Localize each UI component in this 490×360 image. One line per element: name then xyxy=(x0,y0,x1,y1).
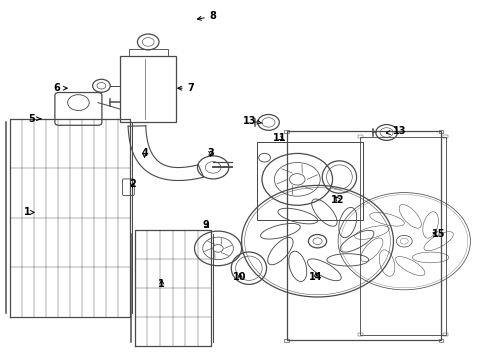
Text: 1: 1 xyxy=(24,207,34,217)
Bar xyxy=(284,339,289,342)
Text: 6: 6 xyxy=(53,83,67,93)
Bar xyxy=(257,142,363,220)
Text: 12: 12 xyxy=(331,195,345,205)
Text: 9: 9 xyxy=(202,220,209,230)
Text: 13: 13 xyxy=(386,126,406,136)
Bar xyxy=(128,49,168,56)
Text: 7: 7 xyxy=(178,83,195,93)
Bar xyxy=(120,56,176,122)
Bar xyxy=(443,135,448,138)
Bar xyxy=(443,333,448,336)
Bar xyxy=(358,135,363,138)
Text: 10: 10 xyxy=(233,272,247,282)
Bar xyxy=(439,130,443,133)
Bar xyxy=(439,339,443,342)
Text: 14: 14 xyxy=(309,272,323,282)
Text: 4: 4 xyxy=(141,148,148,158)
Bar xyxy=(284,130,289,133)
Bar xyxy=(358,333,363,336)
Text: 8: 8 xyxy=(197,11,217,21)
Text: 3: 3 xyxy=(207,148,214,158)
Text: 11: 11 xyxy=(272,132,286,143)
Text: 13: 13 xyxy=(243,116,262,126)
Text: 5: 5 xyxy=(28,114,41,124)
Text: 1: 1 xyxy=(158,279,165,289)
Bar xyxy=(360,137,446,335)
Bar xyxy=(287,131,441,340)
Text: 2: 2 xyxy=(129,179,136,189)
Text: 15: 15 xyxy=(432,229,445,239)
